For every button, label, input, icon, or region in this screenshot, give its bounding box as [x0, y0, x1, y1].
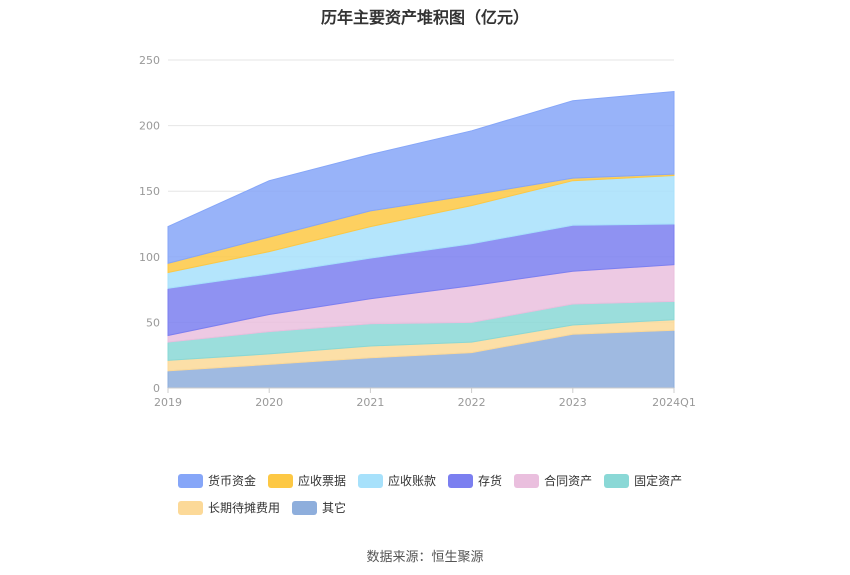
- area-layer: [167, 90, 675, 389]
- legend-item[interactable]: 存货: [448, 472, 502, 489]
- legend-item[interactable]: 长期待摊费用: [178, 499, 280, 516]
- y-tick-label: 250: [139, 54, 160, 67]
- legend-label: 其它: [322, 501, 347, 515]
- y-tick-label: 200: [139, 120, 160, 133]
- legend-item[interactable]: 应收账款: [358, 472, 436, 489]
- legend-label: 应收票据: [298, 474, 347, 488]
- legend: 货币资金 应收票据 应收账款 存货 合同资产 固定资产长期待摊费用 其它: [178, 472, 698, 516]
- axis-layer: 0 50 100 150 200 250 2019 2020 2021 2022 2023 2024Q…: [139, 54, 696, 409]
- legend-item[interactable]: 合同资产: [514, 472, 592, 489]
- legend-item[interactable]: 货币资金: [178, 472, 256, 489]
- legend-item[interactable]: 应收票据: [268, 472, 346, 489]
- legend-swatch: [178, 473, 203, 488]
- y-tick-label: 150: [139, 185, 160, 198]
- legend-swatch: [514, 473, 540, 488]
- y-tick-label: 50: [146, 316, 160, 329]
- legend-swatch: [292, 500, 318, 515]
- legend-label: 货币资金: [208, 474, 257, 488]
- legend-swatch: [448, 473, 474, 488]
- x-tick-label: 2020: [255, 396, 283, 409]
- legend-swatch: [604, 473, 630, 488]
- legend-label: 存货: [478, 474, 503, 488]
- y-tick-label: 0: [153, 382, 160, 395]
- x-tick-label: 2021: [356, 396, 384, 409]
- chart-title: 历年主要资产堆积图（亿元）: [320, 8, 529, 27]
- x-tick-label: 2019: [154, 396, 182, 409]
- legend-item[interactable]: 其它: [292, 499, 346, 516]
- legend-label: 固定资产: [634, 474, 683, 488]
- area-series: [167, 90, 675, 265]
- x-tick-label: 2023: [559, 396, 587, 409]
- legend-swatch: [268, 473, 294, 488]
- legend-swatch: [178, 500, 203, 515]
- legend-item[interactable]: 固定资产: [604, 472, 682, 489]
- legend-label: 合同资产: [544, 474, 593, 488]
- legend-label: 应收账款: [388, 474, 437, 488]
- x-tick-label: 2024Q1: [652, 396, 696, 409]
- legend-swatch: [358, 473, 384, 488]
- y-tick-label: 100: [139, 251, 160, 264]
- legend-label: 长期待摊费用: [208, 501, 281, 515]
- source-text: 数据来源：恒生聚源: [366, 550, 484, 565]
- x-tick-label: 2022: [458, 396, 486, 409]
